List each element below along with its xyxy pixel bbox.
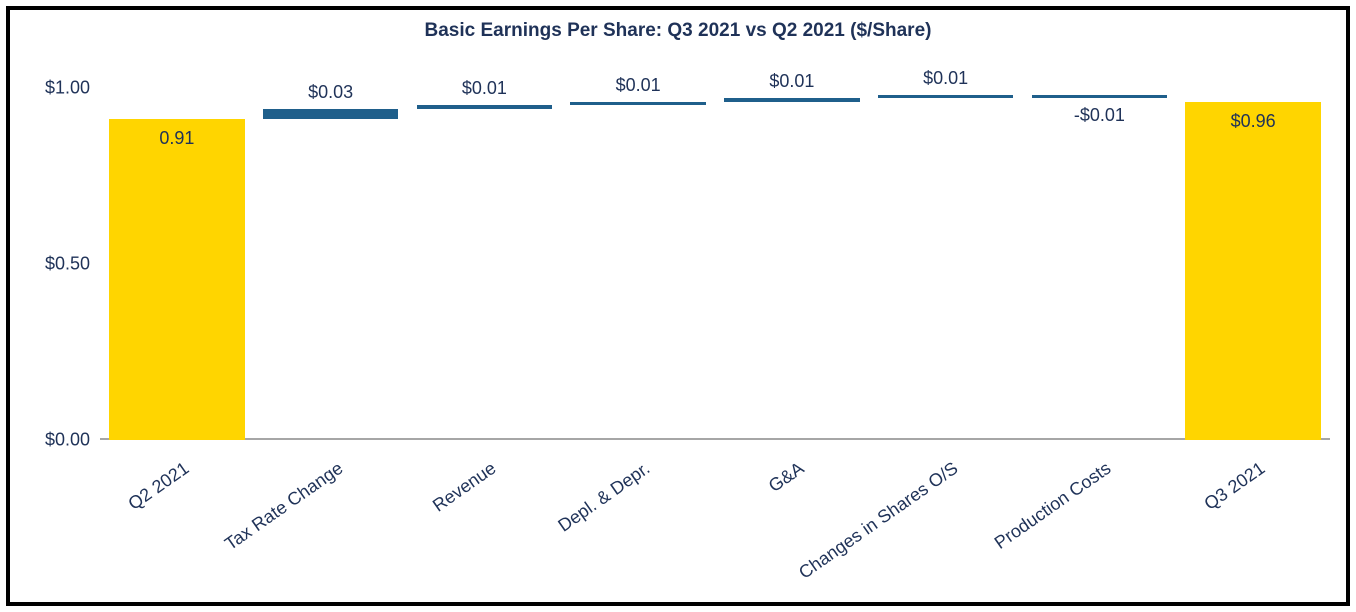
x-tick-label: Q3 2021 (1085, 458, 1269, 596)
positive-bar (878, 95, 1013, 99)
positive-bar (417, 105, 552, 109)
y-tick-label: $0.50 (20, 253, 90, 274)
bar-value-label: $0.96 (1161, 111, 1346, 132)
y-tick-label: $0.00 (20, 430, 90, 451)
bar-slot: $0.96 (1176, 70, 1330, 440)
x-axis-labels: Q2 2021Tax Rate ChangeRevenueDepl. & Dep… (100, 450, 1330, 600)
y-tick-label: $1.00 (20, 77, 90, 98)
bar-slot: $0.01 (408, 70, 562, 440)
endpoint-bar (1185, 102, 1320, 440)
bar-slot: $0.01 (561, 70, 715, 440)
waterfall-chart: Basic Earnings Per Share: Q3 2021 vs Q2 … (6, 6, 1350, 606)
x-tick-label: Q2 2021 (9, 458, 193, 596)
bar-value-label: 0.91 (85, 128, 270, 149)
bar-slot: $0.01 (715, 70, 869, 440)
bar-value-label: $0.01 (853, 68, 1038, 89)
chart-title: Basic Earnings Per Share: Q3 2021 vs Q2 … (10, 20, 1346, 42)
plot-area: $0.00$0.50$1.000.91$0.03$0.01$0.01$0.01$… (100, 70, 1330, 440)
bar-slot: $0.01 (869, 70, 1023, 440)
bar-slot: -$0.01 (1023, 70, 1177, 440)
x-tick-label: G&A (624, 458, 808, 596)
positive-bar (263, 109, 398, 120)
positive-bar (724, 98, 859, 102)
negative-bar (1032, 95, 1167, 99)
positive-bar (570, 102, 705, 106)
bar-slot: 0.91 (100, 70, 254, 440)
endpoint-bar (109, 119, 244, 440)
bar-slot: $0.03 (254, 70, 408, 440)
